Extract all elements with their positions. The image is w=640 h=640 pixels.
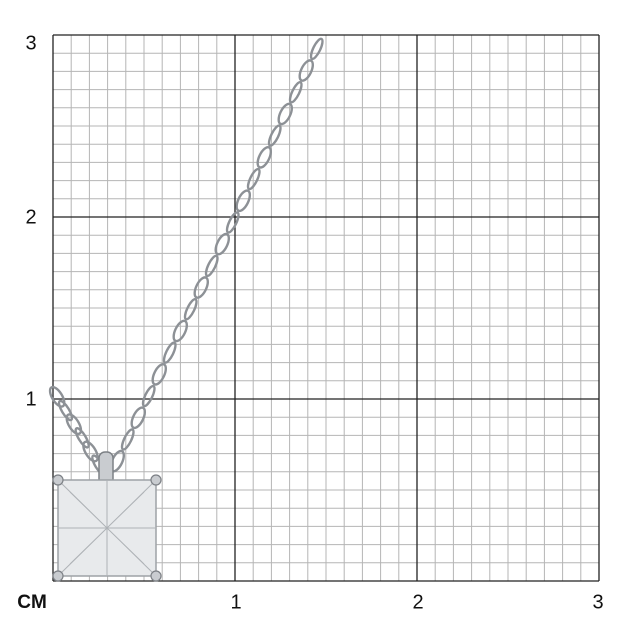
chain-link [82, 440, 99, 463]
chain-link [277, 102, 294, 126]
chain-link [130, 406, 147, 430]
chain-link [246, 167, 261, 191]
chain-link [151, 363, 168, 386]
x-tick-1: 1 [230, 591, 242, 614]
y-tick-3: 3 [25, 32, 37, 55]
x-tick-3: 3 [592, 591, 604, 614]
chain-link [298, 59, 315, 82]
chain-link [48, 385, 66, 408]
chain-link [193, 276, 210, 299]
chain-link [288, 81, 303, 104]
chain-link [235, 189, 252, 213]
chain-link [225, 211, 240, 234]
stone-facets [57, 479, 157, 577]
chain-link [214, 232, 231, 256]
chain-link [74, 427, 90, 449]
chain-link [120, 428, 135, 451]
chain-link [204, 254, 219, 278]
y-tick-1: 1 [25, 388, 37, 411]
x-tick-2: 2 [412, 591, 424, 614]
chain-link [267, 124, 282, 147]
chain-link [256, 146, 273, 169]
prong [150, 474, 162, 486]
chain-link [65, 413, 83, 436]
chain-link [172, 319, 189, 343]
prong [52, 474, 64, 486]
y-tick-2: 2 [25, 206, 37, 229]
chain-link [309, 37, 324, 61]
unit-label: CM [17, 592, 47, 613]
prong [150, 570, 162, 582]
prong [52, 570, 64, 582]
chain-link [162, 341, 177, 364]
chain-link [141, 384, 156, 408]
chain-link [183, 298, 198, 321]
chain-link [57, 399, 74, 422]
